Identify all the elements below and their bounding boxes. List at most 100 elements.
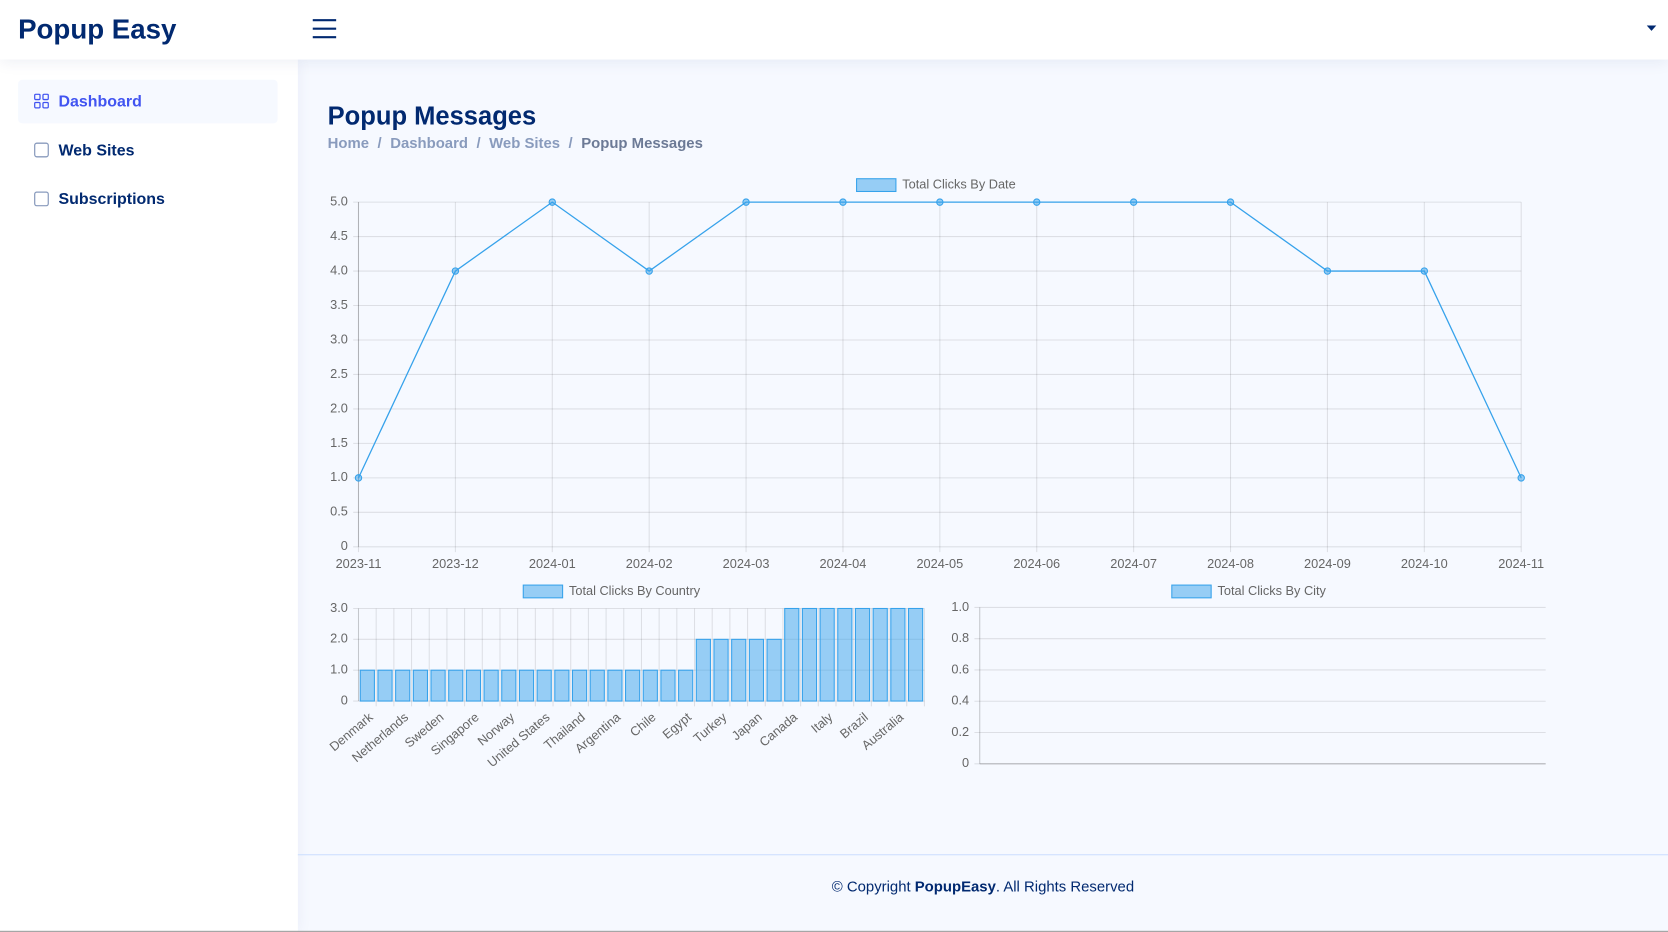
- bar: [501, 669, 517, 702]
- y-tick-label: 4.5: [330, 228, 348, 243]
- nav-label: Dashboard: [58, 92, 142, 111]
- y-tick-label: 2.0: [330, 400, 348, 415]
- y-tick-label: 0: [962, 755, 969, 770]
- bar: [890, 607, 906, 702]
- bar: [465, 669, 482, 702]
- bar: [660, 669, 676, 702]
- bar: [625, 669, 641, 702]
- bar: [695, 638, 711, 702]
- bottom-border: [0, 930, 1668, 932]
- crumb: Popup Messages: [560, 134, 703, 151]
- charts: Total Clicks By Date 0 0.5 1.0 1.5 2.0 2.5 3.0 3…: [326, 176, 1546, 770]
- point: [354, 474, 363, 482]
- page-title: Popup Messages: [327, 102, 537, 131]
- icon: [34, 191, 49, 207]
- nav-label: Subscriptions: [58, 190, 165, 209]
- x-tick-label: 2023-11: [336, 556, 382, 571]
- y-tick-label: 1.5: [330, 435, 348, 450]
- y-tick-label: 2.0: [330, 631, 348, 646]
- y-tick-label: 1.0: [330, 469, 348, 484]
- legend-label: Total Clicks By Country: [569, 583, 701, 598]
- brand[interactable]: Popup Easy: [18, 12, 177, 45]
- point: [936, 198, 944, 206]
- x-tick-label: 2024-10: [1401, 556, 1448, 571]
- y-tick-label: 4.0: [330, 262, 348, 277]
- footer-brand: PopupEasy: [914, 877, 996, 895]
- crumb[interactable]: Dashboard: [369, 134, 468, 151]
- nav-label: Web Sites: [58, 141, 135, 160]
- footer-text: © Copyright: [831, 877, 911, 895]
- bar: [801, 607, 818, 702]
- x-tick-label: 2024-06: [1013, 556, 1060, 571]
- bar: [430, 669, 446, 702]
- point: [1226, 198, 1235, 206]
- y-tick-label: 0.2: [951, 724, 969, 739]
- bar: [748, 638, 765, 702]
- x-tick-label: 2024-01: [529, 556, 576, 571]
- bar: [731, 638, 747, 702]
- icon: [34, 93, 49, 109]
- bar: [518, 669, 535, 702]
- x-tick-label: 2024-04: [820, 556, 867, 571]
- footer-text: . All Rights Reserved: [995, 877, 1135, 895]
- y-tick-label: 0.8: [951, 630, 969, 645]
- sidebar: Dashboard Web Sites Subscriptions: [0, 59, 298, 932]
- y-tick-label: 0.5: [330, 504, 348, 519]
- x-tick-label: 2024-02: [626, 556, 673, 571]
- crumb[interactable]: Web Sites: [468, 134, 560, 151]
- point: [1517, 474, 1525, 482]
- legend-label: Total Clicks By City: [1218, 583, 1327, 598]
- bar: [854, 607, 871, 702]
- x-tick-label: Egypt: [659, 709, 694, 742]
- point: [1420, 267, 1429, 275]
- y-tick-label: 3.0: [330, 331, 348, 346]
- point: [1033, 198, 1041, 206]
- y-tick-label: 1.0: [330, 662, 348, 677]
- menu-toggle[interactable]: [312, 18, 338, 39]
- bar: [395, 669, 411, 702]
- legend-swatch: [522, 584, 564, 599]
- legend-swatch: [1171, 584, 1212, 599]
- x-tick-label: 2024-07: [1110, 556, 1157, 571]
- y-tick-label: 3.0: [330, 600, 348, 615]
- x-tick-label: Italy: [808, 709, 836, 736]
- bar: [872, 607, 888, 702]
- breadcrumb: HomeDashboardWeb SitesPopup Messages: [328, 134, 703, 151]
- bar: [678, 669, 694, 702]
- bar: [642, 669, 658, 702]
- bar: [359, 669, 375, 702]
- bar: [713, 638, 729, 702]
- point: [645, 267, 653, 275]
- icon: [34, 142, 49, 158]
- bar: [907, 607, 924, 702]
- x-tick-label: 2023-12: [432, 556, 479, 571]
- legend-swatch: [856, 178, 897, 193]
- x-tick-label: 2024-05: [916, 556, 963, 571]
- point: [1129, 198, 1138, 206]
- nav-item[interactable]: Subscriptions: [18, 178, 278, 222]
- x-tick-label: 2024-09: [1304, 556, 1351, 571]
- point: [839, 198, 847, 206]
- bar: [554, 669, 570, 702]
- y-tick-label: 0.4: [951, 693, 969, 708]
- x-tick-label: 2024-11: [1498, 556, 1544, 571]
- bar: [448, 669, 464, 702]
- bar: [589, 669, 605, 702]
- x-tick-label: 2024-03: [723, 556, 770, 571]
- y-tick-label: 0.6: [951, 661, 969, 676]
- crumb[interactable]: Home: [327, 134, 370, 152]
- nav-item[interactable]: Web Sites: [18, 129, 278, 173]
- x-tick-label: Chile: [627, 709, 659, 739]
- profile-caret[interactable]: [1646, 25, 1658, 32]
- x-tick-label: Canada: [756, 709, 801, 750]
- bar: [766, 638, 782, 702]
- bar: [607, 669, 623, 702]
- legend-label: Total Clicks By Date: [902, 176, 1015, 191]
- y-tick-label: 0: [341, 538, 348, 553]
- point: [451, 267, 460, 275]
- nav-item[interactable]: Dashboard: [18, 79, 278, 124]
- y-tick-label: 3.5: [330, 297, 348, 312]
- bar: [412, 669, 428, 702]
